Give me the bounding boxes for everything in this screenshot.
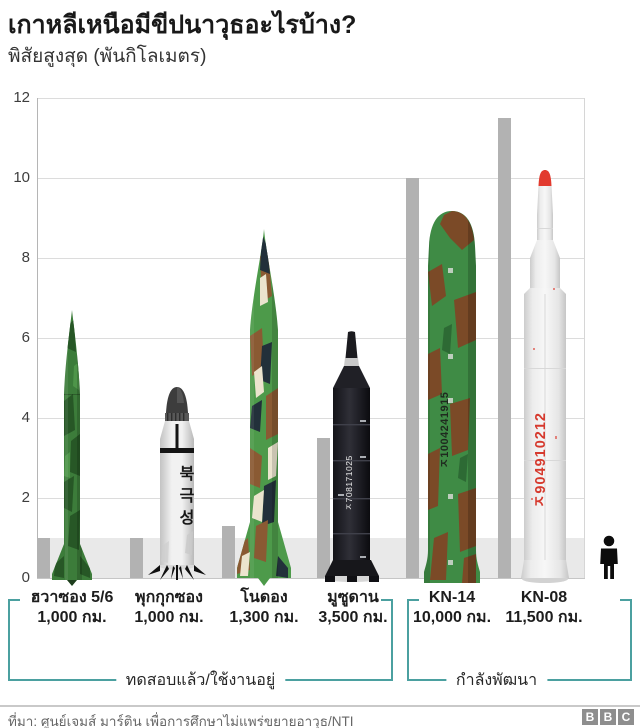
bbc-logo: B B C xyxy=(580,709,634,725)
musudan-serial-number: ㅈ708171025 xyxy=(344,455,354,511)
missile-nodong-illustration xyxy=(237,229,291,586)
page-title: เกาหลีเหนือมีขีปนาวุธอะไรบ้าง? xyxy=(8,11,357,39)
missile-musudan-illustration xyxy=(324,331,380,582)
source-text: ที่มา: ศูนย์เจมส์ มาร์ติน เพื่อการศึกษาไ… xyxy=(8,714,354,728)
bracket-line xyxy=(620,599,632,601)
missile-pukkuksong-illustration xyxy=(148,387,206,580)
bracket-line xyxy=(407,599,419,601)
missile-range-label: 3,500 กม. xyxy=(318,609,388,626)
missile-name-label: KN-08 xyxy=(520,589,568,606)
human-scale-icon xyxy=(600,535,618,579)
missile-label-1: ฮวาซอง 5/6 1,000 กม. xyxy=(10,588,134,628)
range-bar-6 xyxy=(498,118,511,578)
y-axis-tick-label: 12 xyxy=(13,89,30,106)
missile-label-2: พุกกุกซอง 1,000 กม. xyxy=(107,588,231,628)
pukkuksong-body-marking: 북극성 xyxy=(176,465,193,531)
y-axis-tick-label: 0 xyxy=(21,569,30,586)
range-bar-4 xyxy=(317,438,330,578)
bracket-line xyxy=(8,599,10,681)
y-axis-tick-label: 2 xyxy=(21,489,30,506)
missile-label-5: KN-14 10,000 กม. xyxy=(390,588,514,628)
range-bar-2 xyxy=(130,538,143,578)
range-bar-1 xyxy=(37,538,50,578)
range-bar-3 xyxy=(222,526,235,578)
missile-kn-08-illustration xyxy=(521,170,569,583)
bbc-logo-letter: C xyxy=(618,709,634,725)
y-axis-tick-label: 8 xyxy=(21,249,30,266)
plot-right-border xyxy=(584,98,585,578)
gridline-8 xyxy=(37,258,585,259)
gridline-0 xyxy=(37,578,585,579)
y-axis-tick-label: 10 xyxy=(13,169,30,186)
bracket-line xyxy=(407,599,409,681)
missile-label-3: โนดอง 1,300 กม. xyxy=(202,588,326,628)
bracket-line xyxy=(630,599,632,681)
gridline-10 xyxy=(37,178,585,179)
missile-kn-14-illustration xyxy=(424,211,480,583)
y-axis-tick-label: 6 xyxy=(21,329,30,346)
missile-label-4: มูซูดาน 3,500 กม. xyxy=(291,588,415,628)
range-bar-5 xyxy=(406,178,419,578)
footer-divider xyxy=(0,705,640,707)
kn-14-serial-number: ㅈ1004241915 xyxy=(439,391,451,469)
y-axis-tick-label: 4 xyxy=(21,409,30,426)
missile-range-label: 11,500 กม. xyxy=(505,609,583,626)
bbc-logo-letter: B xyxy=(600,709,616,725)
missile-name-label: KN-14 xyxy=(428,589,476,606)
page-subtitle: พิสัยสูงสุด (พันกิโลเมตร) xyxy=(8,46,207,67)
missile-label-6: KN-08 11,500 กม. xyxy=(482,588,606,628)
y-axis-line xyxy=(37,98,38,578)
missile-hwasong-5-6-illustration xyxy=(52,310,92,586)
missile-name-label: โนดอง xyxy=(240,589,288,606)
bbc-logo-letter: B xyxy=(582,709,598,725)
missile-name-label: มูซูดาน xyxy=(327,589,379,606)
gridline-2 xyxy=(37,498,585,499)
missile-name-label: พุกกุกซอง xyxy=(135,589,203,606)
missile-range-label: 1,000 กม. xyxy=(134,609,204,626)
bracket-line xyxy=(8,599,20,601)
highlight-band xyxy=(37,538,584,578)
group-bracket-development: กำลังพัฒนา xyxy=(407,599,632,691)
missile-range-label: 10,000 กม. xyxy=(412,609,492,626)
bracket-line xyxy=(391,599,393,681)
bracket-line xyxy=(381,599,393,601)
gridline-4 xyxy=(37,418,585,419)
group-label-development: กำลังพัฒนา xyxy=(445,671,548,691)
group-bracket-tested: ทดสอบแล้ว/ใช้งานอยู่ xyxy=(8,599,393,691)
missile-range-label: 1,300 กม. xyxy=(229,609,299,626)
missile-name-label: ฮวาซอง 5/6 xyxy=(30,589,114,606)
kn-08-serial-number: ㅈ904910212 xyxy=(533,412,549,508)
group-label-tested: ทดสอบแล้ว/ใช้งานอยู่ xyxy=(115,671,286,691)
gridline-12 xyxy=(37,98,585,99)
gridline-6 xyxy=(37,338,585,339)
missile-range-label: 1,000 กม. xyxy=(37,609,107,626)
